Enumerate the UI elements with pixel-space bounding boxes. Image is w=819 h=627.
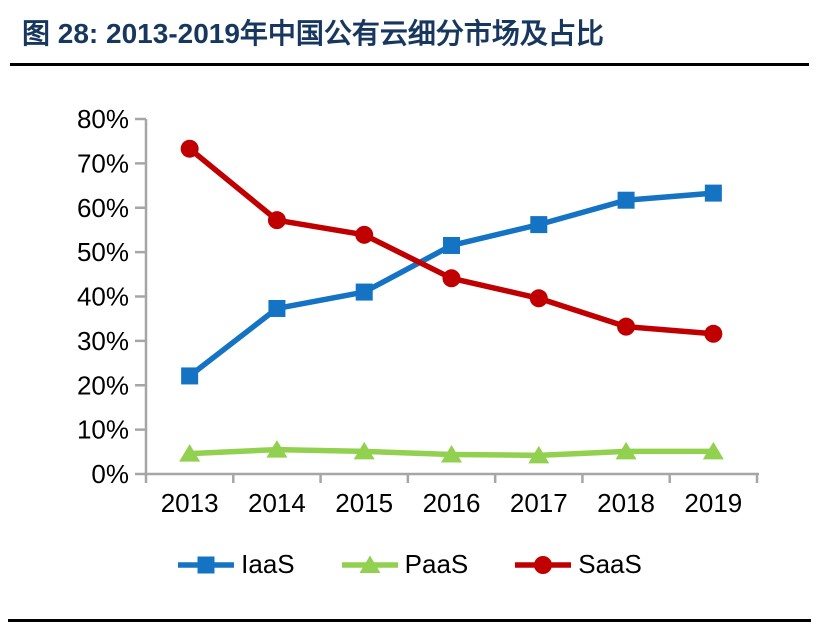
square-marker-icon bbox=[181, 367, 199, 385]
series-markers-paas bbox=[179, 440, 724, 464]
x-axis-label: 2019 bbox=[684, 488, 742, 518]
title-divider bbox=[10, 63, 809, 66]
triangle-marker-icon bbox=[266, 440, 288, 458]
triangle-marker-icon bbox=[441, 444, 462, 463]
circle-marker-icon bbox=[704, 324, 723, 343]
y-axis-label: 30% bbox=[77, 326, 129, 356]
paas-legend-marker-icon bbox=[341, 555, 398, 573]
y-axis-label: 70% bbox=[77, 148, 129, 178]
circle-marker-icon bbox=[529, 289, 548, 308]
legend-item-saas: SaaS bbox=[514, 549, 642, 580]
circle-marker-icon bbox=[534, 555, 553, 574]
legend-item-iaas: IaaS bbox=[177, 549, 295, 580]
circle-marker-icon bbox=[442, 269, 461, 288]
x-axis-label: 2014 bbox=[248, 488, 306, 518]
series-markers-iaas bbox=[181, 184, 722, 385]
triangle-marker-icon bbox=[359, 555, 381, 573]
y-axis-label: 20% bbox=[77, 370, 129, 400]
triangle-marker-icon bbox=[353, 441, 375, 460]
square-marker-icon bbox=[268, 299, 286, 317]
y-axis-label: 50% bbox=[77, 237, 129, 267]
line-chart: 0% 10% 20% 30% 40% 50% 60% 70% 80% 2013 2014 2015 20… bbox=[77, 104, 759, 518]
square-marker-icon bbox=[704, 184, 722, 202]
y-axis-label: 0% bbox=[91, 459, 129, 489]
x-axis-label: 2015 bbox=[335, 488, 393, 518]
triangle-marker-icon bbox=[615, 441, 637, 460]
circle-marker-icon bbox=[180, 139, 199, 158]
x-axis-label: 2016 bbox=[423, 488, 481, 518]
x-axis-label: 2018 bbox=[597, 488, 655, 518]
y-axis-label: 10% bbox=[77, 415, 129, 445]
legend-item-paas: PaaS bbox=[341, 549, 469, 580]
square-marker-icon bbox=[197, 556, 215, 573]
triangle-marker-icon bbox=[702, 441, 724, 460]
square-marker-icon bbox=[355, 283, 373, 301]
circle-marker-icon bbox=[617, 317, 636, 336]
legend-label-iaas: IaaS bbox=[241, 549, 295, 579]
circle-marker-icon bbox=[267, 211, 286, 230]
y-axis-label: 40% bbox=[77, 282, 129, 312]
saas-legend-marker-icon bbox=[515, 555, 572, 574]
square-marker-icon bbox=[443, 236, 460, 254]
figure-title: 图 28: 2013-2019年中国公有云细分市场及占比 bbox=[22, 18, 604, 49]
chart-legend: IaaS PaaS SaaS bbox=[0, 549, 819, 580]
triangle-marker-icon bbox=[179, 444, 201, 462]
legend-label-saas: SaaS bbox=[578, 549, 642, 579]
bottom-divider bbox=[8, 619, 811, 622]
legend-label-paas: PaaS bbox=[404, 549, 469, 579]
triangle-marker-icon bbox=[528, 445, 550, 464]
y-axis-label: 60% bbox=[77, 193, 129, 223]
iaas-legend-marker-icon bbox=[178, 556, 235, 573]
series-markers-saas bbox=[180, 139, 723, 343]
circle-marker-icon bbox=[355, 225, 374, 244]
square-marker-icon bbox=[530, 216, 548, 234]
square-marker-icon bbox=[617, 191, 635, 209]
x-axis-label: 2017 bbox=[510, 488, 568, 518]
x-axis-label: 2013 bbox=[161, 488, 219, 518]
y-axis-label: 80% bbox=[77, 104, 129, 134]
